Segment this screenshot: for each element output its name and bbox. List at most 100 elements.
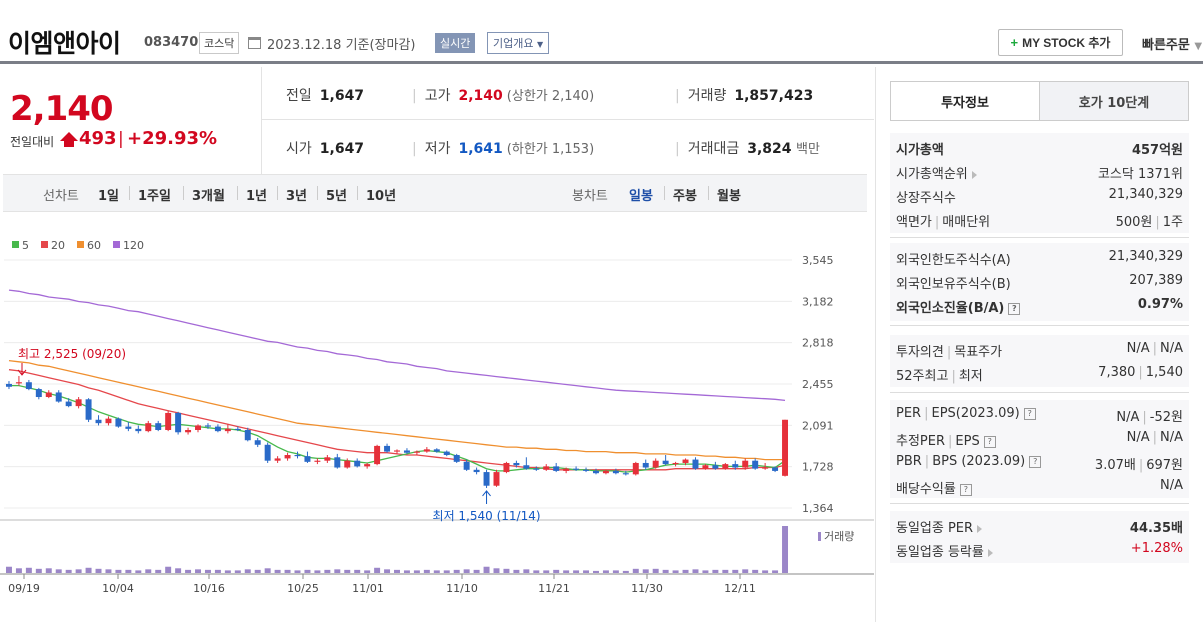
current-price-box: 2,140 전일대비 493 | +29.93% bbox=[0, 67, 262, 174]
bps-value: 697원 bbox=[1146, 458, 1183, 473]
tab-order-book[interactable]: 호가 10단계 bbox=[1039, 82, 1188, 120]
volume-bar bbox=[563, 570, 570, 573]
candle-body bbox=[483, 472, 490, 486]
chevron-down-icon: ▼ bbox=[1194, 41, 1203, 52]
high-annotation-arrowhead bbox=[17, 369, 27, 376]
eps-label: EPS(2023.09) bbox=[931, 406, 1020, 421]
period-monthly[interactable]: 월봉 bbox=[717, 189, 741, 204]
volume-bar bbox=[244, 569, 251, 573]
volume-bar bbox=[125, 569, 132, 573]
volume-bar bbox=[583, 570, 590, 573]
period-5y[interactable]: 5년 bbox=[326, 189, 348, 204]
bps-label: BPS (2023.09) bbox=[932, 454, 1026, 469]
volume-bar bbox=[413, 570, 420, 573]
candle-body bbox=[453, 455, 460, 462]
volume-bar bbox=[672, 570, 679, 573]
chevron-down-icon: ▼ bbox=[536, 40, 544, 49]
mystock-add-button[interactable]: + MY STOCK 추가 bbox=[998, 29, 1123, 56]
y-tick-label: 3,182 bbox=[802, 295, 834, 308]
volume-bar bbox=[75, 569, 82, 573]
industry-rate-link[interactable]: 동일업종 등락률 bbox=[896, 541, 993, 560]
realtime-button[interactable]: 실시간 bbox=[435, 33, 476, 53]
period-1d[interactable]: 1일 bbox=[98, 189, 120, 204]
volume-bar bbox=[752, 569, 759, 573]
period-1w[interactable]: 1주일 bbox=[138, 189, 171, 204]
candle-body bbox=[712, 465, 719, 469]
diff-label: 전일대비 bbox=[10, 135, 55, 149]
volume-bar bbox=[662, 569, 669, 573]
info-panel: 투자정보 호가 10단계 시가총액 457억원 시가총액순위 코스닥 1371위… bbox=[875, 67, 1203, 622]
candle-body bbox=[155, 423, 162, 430]
candle-body bbox=[672, 462, 679, 465]
foreign-limit-label: 외국인한도주식수(A) bbox=[896, 253, 1011, 268]
legend-label-60: 60 bbox=[87, 239, 101, 252]
corp-info-dropdown[interactable]: 기업개요 ▼ bbox=[487, 32, 550, 54]
divider: | bbox=[675, 141, 680, 157]
stock-header: 이엠앤아이 083470 코스닥 2023.12.18 기준(장마감) 실시간 … bbox=[0, 0, 1203, 64]
period-3m[interactable]: 3개월 bbox=[192, 189, 225, 204]
candle-body bbox=[274, 458, 281, 461]
target-value: N/A bbox=[1160, 341, 1183, 356]
lower-limit: (하한가 1,153) bbox=[506, 142, 595, 157]
candle-body bbox=[742, 460, 749, 468]
period-daily[interactable]: 일봉 bbox=[629, 189, 653, 204]
y-tick-label: 2,455 bbox=[802, 378, 834, 391]
volume-bar bbox=[553, 569, 560, 573]
candle-body bbox=[493, 472, 500, 486]
mkt-rank-link[interactable]: 시가총액순위 bbox=[896, 163, 977, 182]
caret-right-icon bbox=[977, 524, 983, 533]
stock-code: 083470 bbox=[144, 35, 199, 50]
period-10y[interactable]: 10년 bbox=[366, 189, 397, 204]
volume-bar bbox=[394, 569, 400, 573]
volume-bar bbox=[573, 570, 580, 573]
low-value: 1,641 bbox=[458, 141, 503, 157]
period-3y[interactable]: 3년 bbox=[286, 189, 308, 204]
x-tick-label: 12/11 bbox=[724, 582, 756, 595]
row-opinion: 투자의견 | 목표주가 N/A | N/A bbox=[896, 337, 1183, 361]
row-mkt-rank: 시가총액순위 코스닥 1371위 bbox=[896, 159, 1183, 183]
stats-row-2: 시가 1,647 | 저가 1,641 (하한가 1,153) | 거래대금 3,824 백… bbox=[262, 120, 874, 173]
per-value: N/A bbox=[1116, 410, 1140, 425]
row-est-per: 추정PER | EPS? N/A | N/A bbox=[896, 426, 1183, 450]
help-icon[interactable]: ? bbox=[959, 483, 972, 496]
caret-right-icon bbox=[971, 170, 977, 179]
candle-body bbox=[632, 462, 639, 475]
tab-invest-info[interactable]: 투자정보 bbox=[891, 82, 1039, 120]
candle-body bbox=[403, 450, 410, 453]
x-tick-label: 10/25 bbox=[287, 582, 319, 595]
volume-bar bbox=[135, 570, 142, 573]
candle-body bbox=[95, 419, 102, 424]
help-icon[interactable]: ? bbox=[1023, 407, 1036, 420]
help-icon[interactable]: ? bbox=[983, 435, 996, 448]
section-industry: 동일업종 PER 44.35배 동일업종 등락률 +1.28% bbox=[890, 511, 1189, 563]
volume-bar bbox=[175, 568, 182, 573]
price-chart[interactable]: 5 20 60 120 3,545 3,182 2,818 2,455 2,091 1,728 1,… bbox=[0, 230, 874, 622]
quick-order-button[interactable]: 빠른주문 ▼ bbox=[1142, 34, 1202, 53]
divider: | bbox=[412, 88, 417, 104]
mkt-rank-value: 코스닥 1371위 bbox=[1097, 167, 1183, 182]
divider: | bbox=[951, 369, 956, 384]
volume-bar bbox=[782, 526, 789, 573]
volume-bar bbox=[732, 569, 739, 573]
volume-bar bbox=[652, 568, 659, 573]
volume-bar bbox=[682, 569, 689, 573]
company-name: 이엠앤아이 bbox=[8, 29, 121, 58]
candle-body bbox=[244, 429, 251, 441]
help-icon[interactable]: ? bbox=[1008, 302, 1021, 315]
section-market-cap: 시가총액 457억원 시가총액순위 코스닥 1371위 상장주식수 21,340… bbox=[890, 133, 1189, 233]
help-icon[interactable]: ? bbox=[1029, 455, 1042, 468]
mkt-cap-label: 시가총액 bbox=[896, 143, 944, 158]
candle-body bbox=[533, 468, 540, 470]
volume-bar bbox=[165, 566, 172, 573]
volume-bar bbox=[55, 569, 62, 573]
opinion-value: N/A bbox=[1126, 341, 1150, 356]
period-1y[interactable]: 1년 bbox=[246, 189, 268, 204]
period-weekly[interactable]: 주봉 bbox=[673, 189, 697, 204]
moving-average-ma20 bbox=[8, 369, 786, 471]
candle-body bbox=[145, 423, 152, 432]
volume-bar bbox=[264, 568, 271, 573]
candle-body bbox=[234, 428, 241, 430]
divider: | bbox=[946, 345, 952, 360]
industry-per-link[interactable]: 동일업종 PER bbox=[896, 517, 983, 536]
target-label: 목표주가 bbox=[954, 345, 1003, 360]
